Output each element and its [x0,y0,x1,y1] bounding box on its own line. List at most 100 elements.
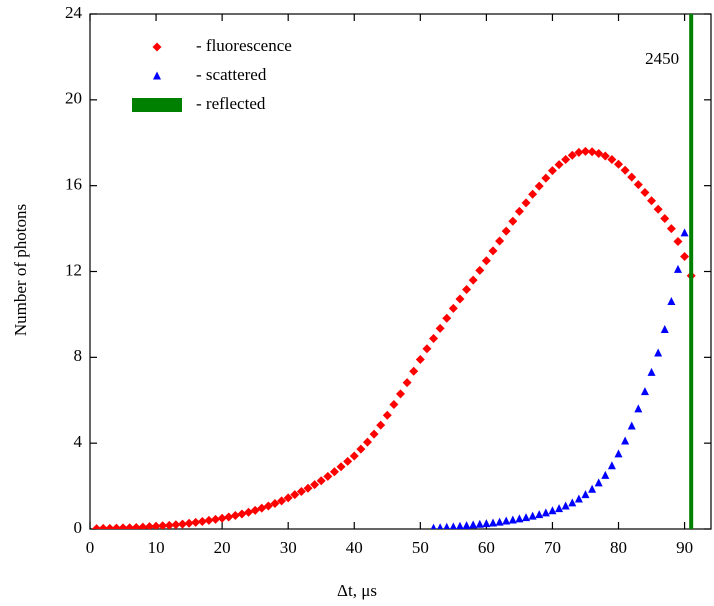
y-tick-label: 0 [74,518,83,537]
y-tick-label: 12 [65,260,82,279]
diamond-point [131,522,141,529]
diamond-point [224,512,234,522]
triangle-point [660,324,669,333]
legend-label: - reflected [196,94,266,113]
diamond-point [640,188,650,198]
diamond-point [501,226,511,236]
legend-marker [153,71,161,80]
triangle-point [430,523,437,529]
diamond-point [111,523,121,529]
diamond-point [316,476,326,486]
diamond-point [164,520,174,529]
diamond-point [105,523,115,529]
triangle-point [614,449,623,458]
diamond-point [666,224,676,234]
triangle-point [634,404,643,413]
triangle-point [607,461,616,470]
diamond-point [422,344,432,354]
x-tick-label: 50 [412,538,429,557]
legend-label: - fluorescence [196,36,292,55]
diamond-point [296,486,306,496]
diamond-point [435,323,445,333]
diamond-point [402,378,412,388]
diamond-point [508,216,518,226]
diamond-point [396,389,405,399]
x-tick-label: 30 [280,538,297,557]
diamond-point [442,313,452,323]
x-axis-label: Δt, μs [337,581,377,600]
x-tick-label: 80 [610,538,627,557]
triangle-point [680,228,689,237]
triangle-point [495,517,504,526]
diamond-point [462,285,472,295]
x-tick-label: 10 [148,538,165,557]
diamond-point [409,366,419,376]
y-tick-label: 16 [65,175,82,194]
diamond-point [138,522,148,529]
triangle-point [667,297,676,306]
triangle-point [574,494,583,503]
triangle-point [522,513,531,522]
diamond-point [554,160,564,170]
x-tick-label: 60 [478,538,495,557]
diamond-point [475,265,485,275]
y-tick-label: 4 [74,432,83,451]
triangle-point [508,515,517,524]
triangle-point [640,387,649,396]
diamond-point [647,196,657,206]
y-tick-label: 24 [65,3,83,22]
diamond-point [633,180,643,190]
triangle-point [469,520,478,529]
diamond-point [356,444,366,454]
diamond-point [382,410,392,420]
diamond-point [680,251,690,261]
triangle-point [555,504,564,513]
diamond-point [389,400,399,410]
diamond-point [369,429,379,439]
triangle-point [456,521,464,529]
triangle-point [627,421,636,430]
triangle-point [462,521,471,529]
y-axis-label: Number of photons [11,204,30,336]
diamond-point [171,520,181,529]
triangle-point [541,508,550,517]
diamond-point [283,493,293,503]
triangle-point [581,490,590,499]
legend-marker [152,42,162,52]
diamond-point [144,522,154,529]
diamond-point [468,275,478,285]
triangle-point [568,498,577,507]
diamond-point [204,515,214,525]
triangle-point [437,523,444,529]
diamond-point [653,204,663,214]
diamond-point [534,181,544,191]
diamond-point [310,480,320,490]
diamond-point [521,198,531,208]
y-tick-label: 20 [65,89,82,108]
diamond-point [587,147,597,157]
x-tick-label: 90 [676,538,693,557]
diamond-point [237,509,247,519]
diamond-point [627,172,637,182]
x-tick-label: 20 [214,538,231,557]
triangle-point [561,501,570,510]
triangle-point [488,518,497,527]
diamond-point [92,524,102,529]
diamond-point [600,151,610,161]
diamond-point [197,516,207,526]
diamond-point [290,490,300,500]
triangle-point [528,511,537,520]
reflected-bar [689,14,694,529]
diamond-point [191,517,201,527]
diamond-point [323,471,333,481]
diamond-point [177,519,187,529]
diamond-point [528,189,538,199]
diamond-point [567,150,577,160]
triangle-point [482,519,491,528]
diamond-point [580,146,590,156]
diamond-point [211,514,221,524]
x-tick-label: 70 [544,538,561,557]
diamond-point [547,166,557,176]
value-label: 2450 [645,49,679,68]
